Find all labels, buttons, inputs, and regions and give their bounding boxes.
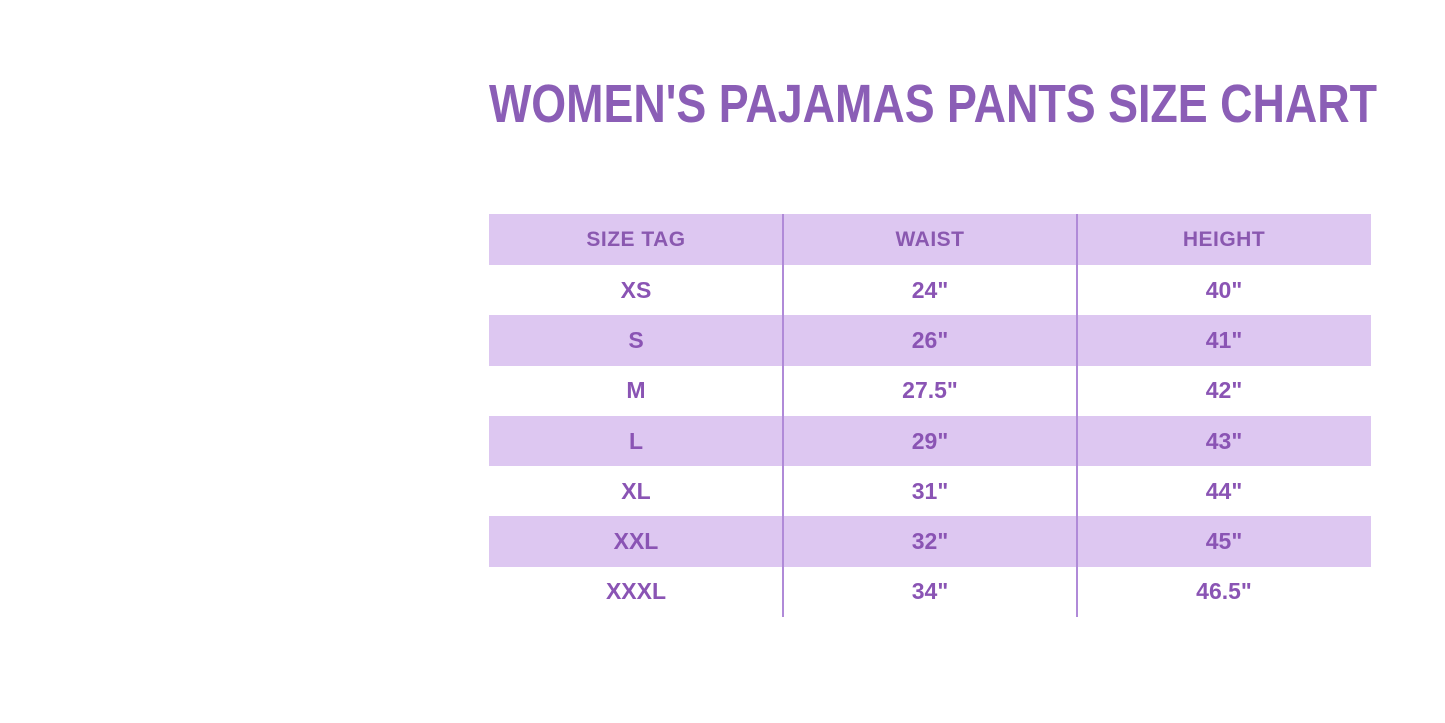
page-title: WOMEN'S PAJAMAS PANTS SIZE CHART [489, 74, 1377, 134]
table-cell: 42" [1205, 377, 1243, 404]
table-cell: M [626, 377, 646, 404]
table-cell: XXXL [605, 578, 667, 605]
table-row: XXL 32" 45" [489, 516, 1371, 567]
table-cell: XS [620, 276, 652, 303]
table-cell: 32" [911, 528, 949, 555]
size-table-body: XS 24" 40" S 26" 41" M 27.5" 42" L 29" 43" XL 31" 44" X… [489, 265, 1371, 618]
table-row: XXXL 34" 46.5" [489, 566, 1371, 618]
table-cell: 41" [1205, 326, 1243, 353]
column-header: WAIST [895, 227, 965, 251]
table-cell: 44" [1205, 477, 1243, 504]
table-cell: 24" [911, 276, 949, 303]
table-cell: XL [621, 477, 651, 504]
table-row: S 26" 41" [489, 315, 1371, 366]
table-cell: 45" [1205, 528, 1243, 555]
table-cell: 43" [1205, 427, 1243, 454]
table-row: L 29" 43" [489, 415, 1371, 467]
column-header: SIZE TAG [586, 227, 686, 251]
table-row: M 27.5" 42" [489, 365, 1371, 416]
size-table: SIZE TAG WAIST HEIGHT XS 24" 40" S 26" 41" M 27.5… [489, 214, 1371, 618]
table-cell: 40" [1205, 276, 1243, 303]
column-divider-1 [782, 214, 784, 617]
table-row: XS 24" 40" [489, 265, 1371, 316]
table-row: XL 31" 44" [489, 466, 1371, 517]
table-cell: 31" [911, 477, 949, 504]
table-cell: L [628, 427, 644, 454]
table-cell: 46.5" [1196, 578, 1252, 605]
table-cell: 29" [911, 427, 949, 454]
table-cell: S [628, 326, 644, 353]
table-cell: 26" [911, 326, 949, 353]
table-cell: 34" [911, 578, 949, 605]
table-cell: XXL [613, 528, 659, 555]
size-table-header-row: SIZE TAG WAIST HEIGHT [489, 214, 1371, 265]
column-header: HEIGHT [1182, 227, 1266, 251]
column-divider-2 [1076, 214, 1078, 617]
table-cell: 27.5" [902, 377, 958, 404]
